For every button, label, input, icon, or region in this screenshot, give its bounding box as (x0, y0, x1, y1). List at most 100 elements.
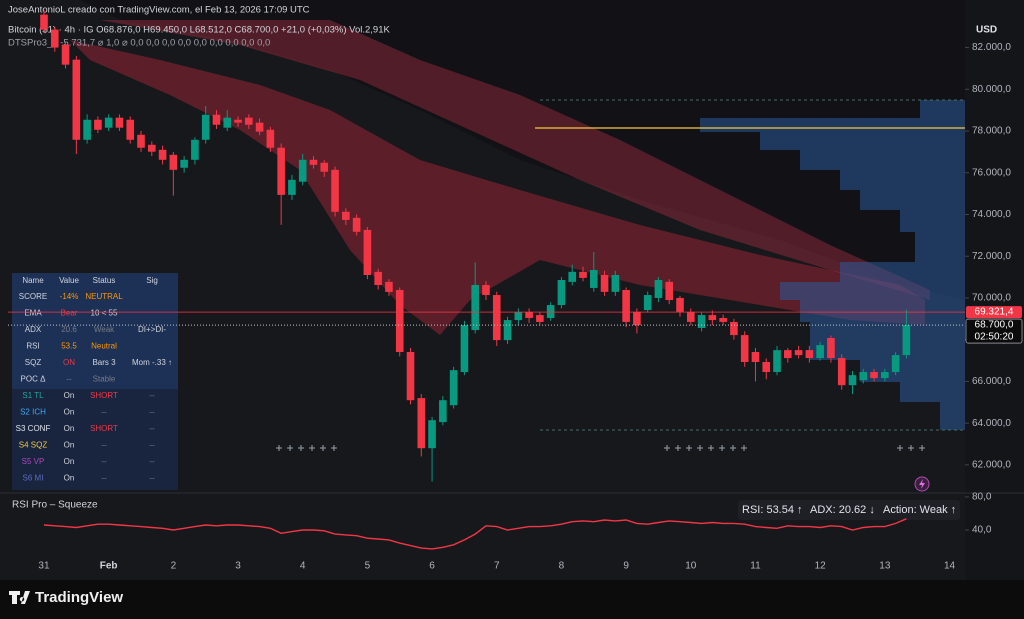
candle-body (751, 351, 760, 363)
table-cell: 10 < 55 (91, 309, 118, 318)
table-cell: -- (149, 424, 155, 433)
table-cell: Weak (94, 325, 115, 334)
table-cell: On (64, 408, 75, 417)
x-tick-label: 9 (623, 561, 629, 572)
candle-body (363, 229, 372, 275)
x-tick-label: 10 (685, 561, 697, 572)
table-cell: -14% (60, 292, 79, 301)
candle-body (137, 134, 145, 148)
cloud-band (100, 20, 930, 300)
y-tick-label: 74.000,0 (972, 209, 1011, 220)
candle-body (557, 280, 566, 306)
candle-body (568, 271, 577, 282)
y-tick-label: 62.000,0 (972, 460, 1011, 471)
table-cell: EMA (24, 309, 42, 318)
x-tick-label: 4 (300, 561, 306, 572)
table-cell: On (64, 424, 75, 433)
x-tick-label: Feb (100, 561, 118, 572)
table-cell: -- (66, 375, 72, 384)
x-tick-label: 5 (365, 561, 371, 572)
brand: TradingView (35, 589, 123, 606)
x-tick-label: 31 (38, 561, 50, 572)
table-cell: On (64, 474, 75, 483)
candle-body (643, 295, 652, 311)
candle-body (61, 44, 70, 65)
x-tick-label: 7 (494, 561, 500, 572)
candle-body (50, 29, 59, 48)
price-axis-background (965, 0, 1024, 580)
table-cell: -- (149, 441, 155, 450)
cloud-red (70, 40, 925, 335)
candle-body (848, 375, 857, 386)
candle-body (309, 159, 318, 165)
candle-body (611, 274, 620, 292)
candle-body (374, 271, 382, 286)
cloud-dark (80, 0, 965, 300)
rsi-title: RSI Pro – Squeeze (12, 500, 98, 511)
candle-body (525, 311, 533, 318)
table-cell: On (64, 391, 75, 400)
candle-body (147, 144, 156, 152)
y-tick-label: 80,0 (972, 492, 992, 503)
candle-body (40, 14, 48, 30)
readout: ADX: 20.62 ↓ (810, 504, 875, 516)
x-tick-label: 3 (235, 561, 241, 572)
candle-body (126, 119, 135, 140)
candle-body (881, 372, 889, 379)
table-cell: S6 MI (23, 474, 44, 483)
footer (0, 580, 1024, 619)
candle-body (536, 315, 544, 322)
countdown: 02:50:20 (975, 332, 1014, 343)
y-tick-label: 76.000,0 (972, 167, 1011, 178)
squeeze-markers (276, 445, 925, 451)
table-cell: POC Δ (21, 375, 47, 384)
table-cell: -- (149, 408, 155, 417)
table-upper (12, 273, 178, 389)
y-tick-label: 72.000,0 (972, 251, 1011, 262)
candle-body (794, 350, 803, 356)
table-cell: S1 TL (22, 391, 44, 400)
y-tick-label: 66.000,0 (972, 376, 1011, 387)
rsi-line (43, 518, 907, 550)
table-cell: On (64, 441, 75, 450)
candle-body (320, 162, 329, 172)
candle-body (654, 280, 663, 298)
x-tick-label: 13 (879, 561, 891, 572)
symbol-line: Bitcoin ($1) · 4h · IG O68.876,0 H69.450… (8, 25, 391, 36)
y-tick-label: 80.000,0 (972, 84, 1011, 95)
candle-body (514, 311, 523, 321)
candle-body (589, 269, 598, 288)
candle-body (633, 311, 641, 326)
y-tick-label: 70.000,0 (972, 293, 1011, 304)
candle-body (266, 129, 275, 148)
candle-body (223, 117, 232, 128)
table-header: Status (93, 276, 116, 285)
table-cell: Stable (93, 375, 116, 384)
candle-body (298, 159, 307, 182)
candle-body (83, 119, 91, 140)
candle-body (460, 325, 469, 373)
candle-body (730, 321, 738, 336)
candle-body (277, 147, 285, 195)
candle-body (816, 345, 824, 359)
candle-body (406, 351, 415, 401)
candle-body (859, 372, 868, 381)
y-tick-label: 78.000,0 (972, 126, 1011, 137)
table-cell: SHORT (90, 424, 118, 433)
table-cell: Bars 3 (92, 358, 116, 367)
table-cell: S5 VP (22, 457, 45, 466)
y-tick-label: 82.000,0 (972, 42, 1011, 53)
candle-body (245, 117, 253, 125)
candle-body (492, 295, 501, 341)
author-line: JoseAntonioL creado con TradingView.com,… (8, 5, 310, 16)
candle-body (331, 169, 339, 212)
x-tick-label: 6 (429, 561, 435, 572)
candle-body (234, 119, 242, 123)
table-cell: Neutral (91, 342, 117, 351)
candle-body (352, 217, 361, 232)
candle-body (546, 305, 555, 318)
table-cell: Mom -.33 ↑ (132, 358, 172, 367)
alert-bolt (919, 479, 925, 489)
x-tick-label: 12 (815, 561, 827, 572)
